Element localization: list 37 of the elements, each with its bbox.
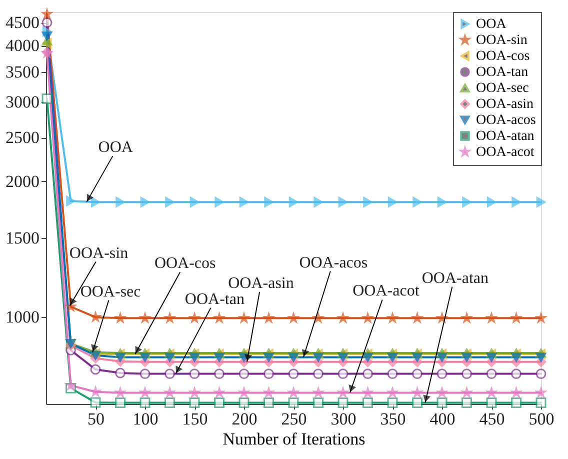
y-tick-label: 2500 [6, 128, 40, 148]
x-tick-label: 250 [281, 410, 307, 428]
legend-label: OOA-sec [476, 81, 529, 96]
x-tick-label: 350 [380, 410, 406, 428]
legend-label: OOA-cos [476, 49, 530, 64]
x-tick-label: 200 [232, 410, 258, 428]
x-tick-label: 500 [528, 410, 554, 428]
x-axis-title: Number of Iterations [222, 430, 366, 448]
y-tick-label: 2000 [6, 172, 40, 191]
x-tick-label: 400 [430, 410, 456, 428]
annotation: OOA-sin [69, 244, 128, 262]
x-tick-label: 150 [182, 410, 208, 428]
y-tick-label: 1000 [6, 308, 40, 327]
annotation: OOA-tan [184, 290, 244, 308]
y-tick-label: 3500 [6, 62, 40, 82]
annotation: OOA-acot [352, 282, 420, 300]
legend-label: OOA-acos [476, 113, 536, 128]
legend-label: OOA-sin [476, 33, 528, 48]
annotation: OOA [98, 139, 134, 156]
y-tick-label: 3000 [6, 92, 40, 112]
y-tick-label: 1500 [6, 228, 40, 248]
annotation: OOA-asin [228, 274, 294, 292]
annotation: OOA-atan [422, 270, 488, 287]
x-tick-label: 300 [330, 410, 356, 428]
annotation: OOA-acos [299, 254, 368, 272]
legend-label: OOA-acot [476, 145, 534, 160]
y-tick-label: 4000 [6, 36, 40, 56]
annotation: OOA-cos [154, 255, 216, 272]
x-tick-label: 450 [479, 410, 505, 428]
legend-label: OOA [476, 17, 508, 32]
y-tick-label: 4500 [6, 13, 40, 32]
legend-label: OOA-tan [476, 65, 528, 80]
annotation: OOA-sec [80, 283, 141, 300]
legend-label: OOA-asin [476, 97, 534, 112]
x-tick-label: 100 [132, 410, 158, 428]
legend-label: OOA-atan [476, 129, 534, 144]
x-tick-label: 50 [88, 410, 104, 428]
